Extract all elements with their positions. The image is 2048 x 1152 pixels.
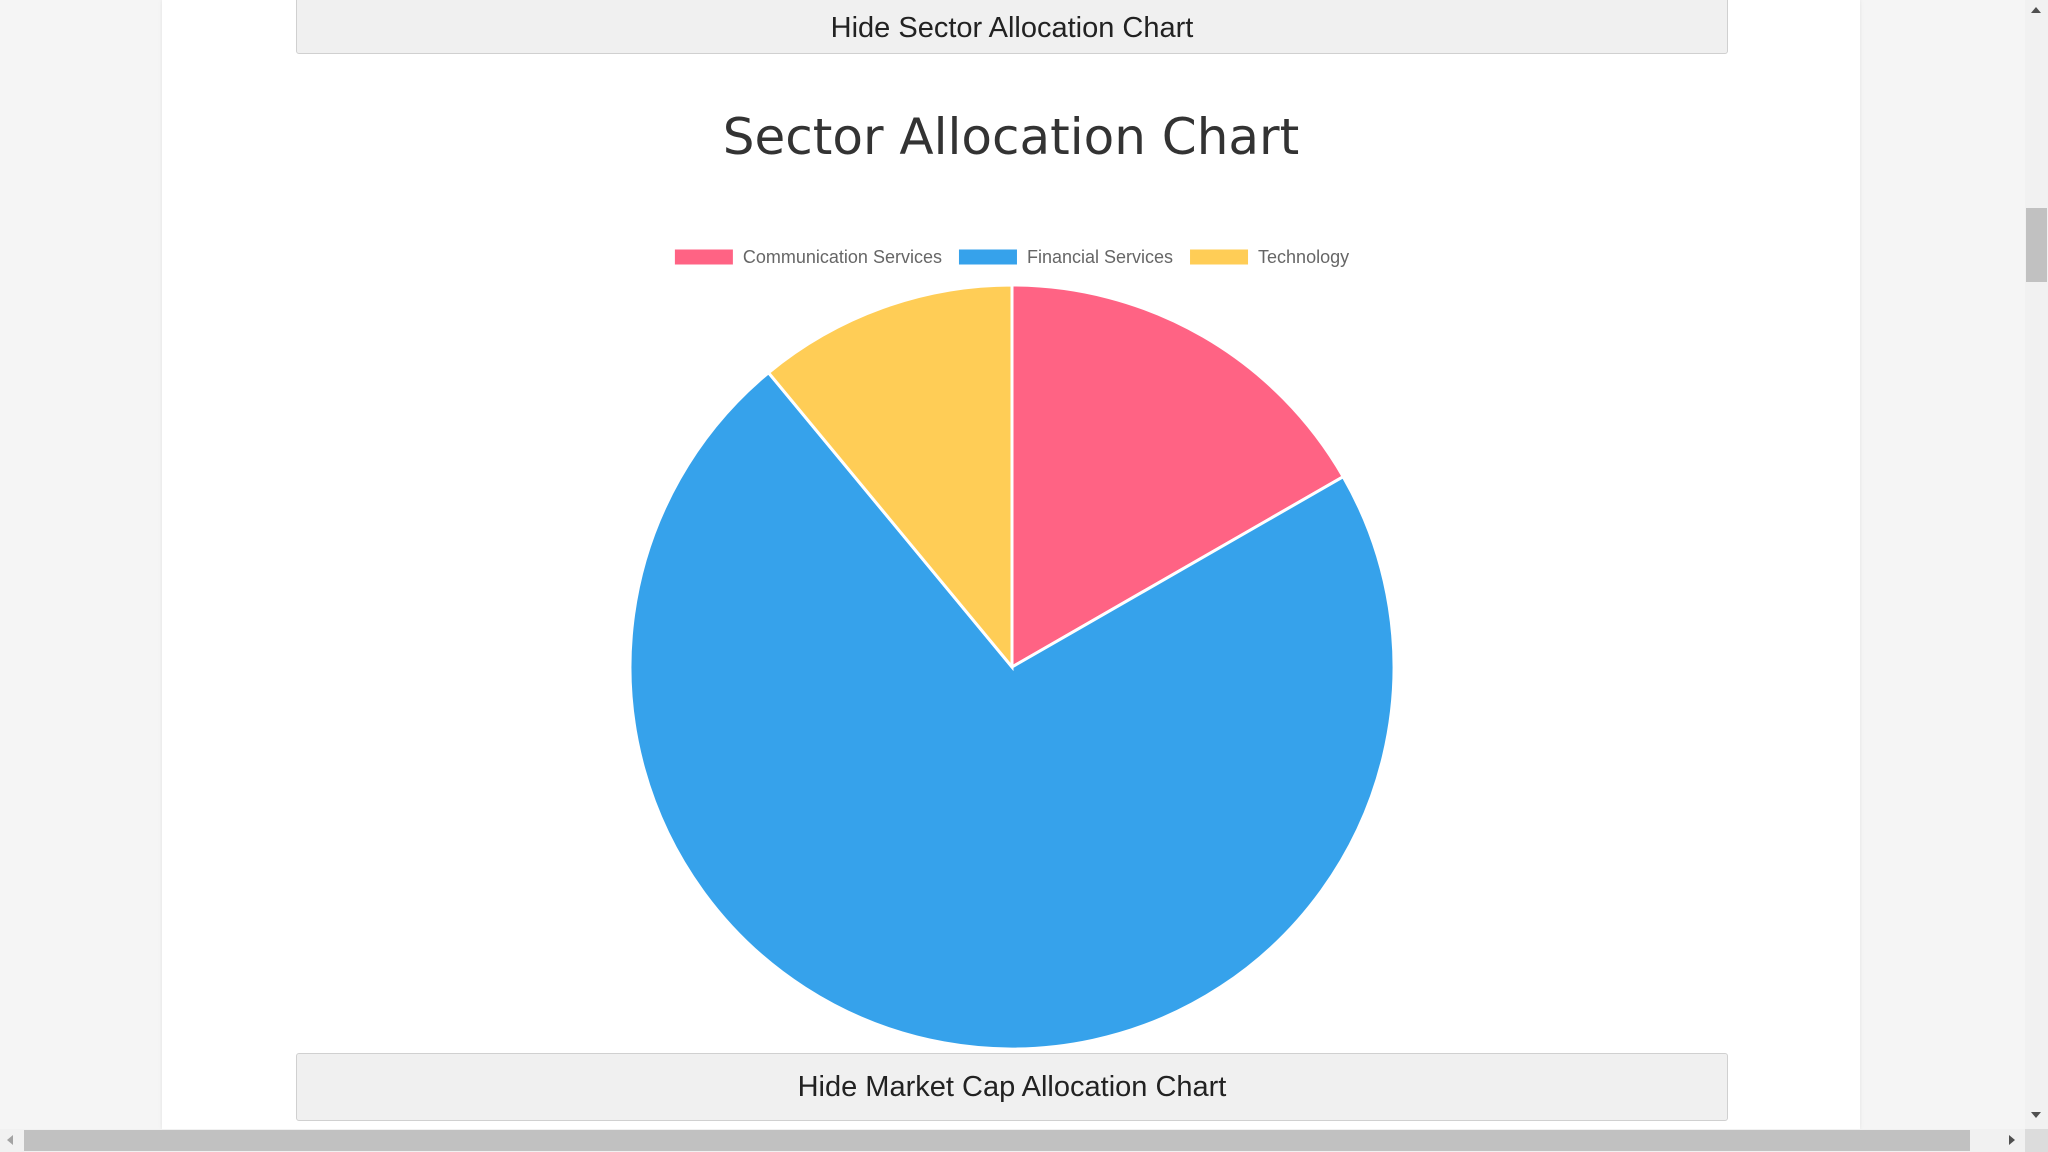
scroll-up-arrow-icon[interactable] — [2031, 7, 2041, 13]
pie-slices — [628, 283, 1396, 1051]
legend-item-communication-services[interactable]: Communication Services — [674, 247, 942, 267]
chart-legend: Communication Services Financial Services… — [674, 247, 1349, 267]
vertical-scrollbar-thumb[interactable] — [2026, 208, 2047, 282]
horizontal-scrollbar[interactable] — [0, 1129, 2025, 1152]
horizontal-scrollbar-thumb[interactable] — [24, 1130, 1970, 1151]
pie-slice-communication-services[interactable] — [1010, 283, 1346, 670]
legend-label: Technology — [1258, 247, 1349, 267]
legend-swatch — [958, 249, 1017, 265]
legend-item-technology[interactable]: Technology — [1190, 247, 1349, 267]
sector-pie-chart: Communication Services Financial Services… — [628, 247, 1396, 1051]
main-content: Hide Sector Allocation Chart Sector Allo… — [162, 0, 1860, 1129]
legend-label: Communication Services — [743, 247, 942, 267]
scrollbar-corner — [2025, 1129, 2048, 1152]
pie-slice-financial-services[interactable] — [628, 370, 1396, 1051]
scroll-right-arrow-icon[interactable] — [2009, 1135, 2015, 1145]
legend-swatch — [1190, 249, 1249, 265]
legend-swatch — [674, 249, 733, 265]
legend-item-financial-services[interactable]: Financial Services — [958, 247, 1173, 267]
page-viewport: Hide Sector Allocation Chart Sector Allo… — [162, 0, 1860, 1129]
vertical-scrollbar[interactable] — [2025, 0, 2048, 1129]
hide-market-cap-chart-button[interactable]: Hide Market Cap Allocation Chart — [296, 1053, 1728, 1121]
pie-slice-technology[interactable] — [766, 283, 1014, 672]
chart-title: Sector Allocation Chart — [722, 108, 1300, 166]
scroll-down-arrow-icon[interactable] — [2031, 1112, 2041, 1118]
hide-sector-chart-button[interactable]: Hide Sector Allocation Chart — [296, 0, 1728, 54]
scroll-left-arrow-icon[interactable] — [7, 1135, 13, 1145]
legend-label: Financial Services — [1027, 247, 1173, 267]
